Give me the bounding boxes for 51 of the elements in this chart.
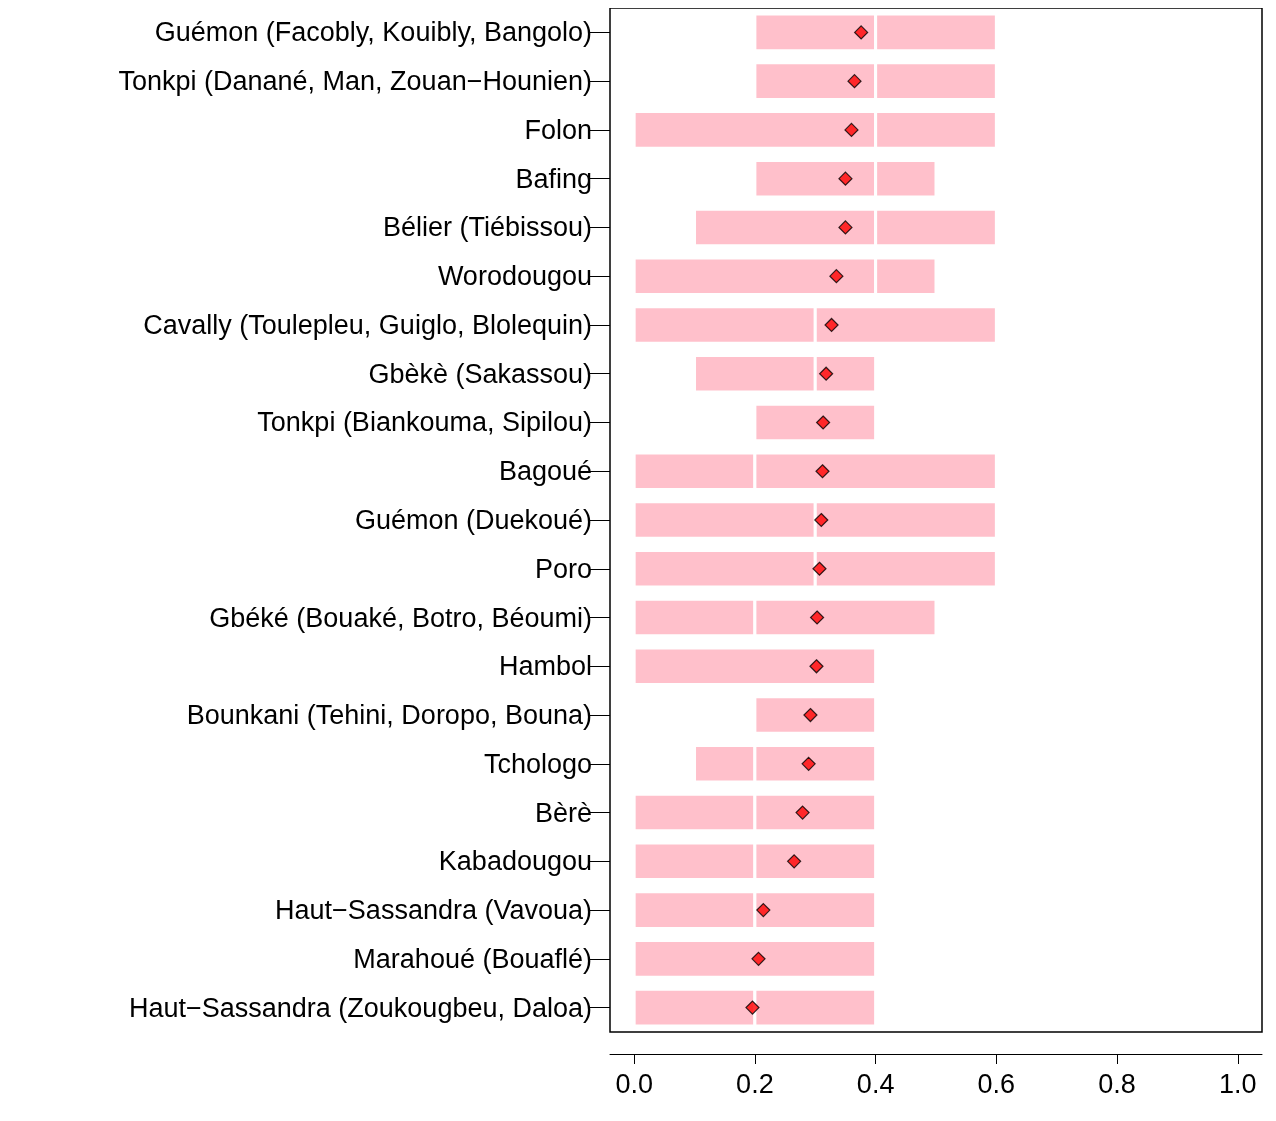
y-tick-label: Bèrè xyxy=(534,797,592,828)
point xyxy=(756,903,771,918)
x-tick-label: 0.4 xyxy=(856,1068,895,1099)
point xyxy=(801,756,816,771)
y-tick-label: Bafing xyxy=(515,163,592,194)
point xyxy=(803,707,818,723)
y-tick-label: Worodougou xyxy=(437,261,592,292)
point xyxy=(812,561,827,576)
point xyxy=(838,220,853,235)
y-tick-label: Bagoué xyxy=(498,456,592,487)
y-tick-label: Poro xyxy=(534,553,592,584)
point xyxy=(844,122,859,137)
y-tick-label: Gbéké (Bouaké, Botro, Béoumi) xyxy=(209,602,592,633)
x-tick-label: 1.0 xyxy=(1219,1068,1257,1099)
point xyxy=(809,659,824,674)
y-tick-label: Tonkpi (Danané, Man, Zouan−Hounien) xyxy=(118,66,592,97)
y-tick-label: Kabadougou xyxy=(438,846,592,877)
point xyxy=(751,951,766,966)
point xyxy=(847,74,862,89)
point xyxy=(838,171,853,186)
point xyxy=(816,415,831,430)
point xyxy=(815,464,830,479)
y-tick-label: Haut−Sassandra (Vavoua) xyxy=(275,895,592,926)
point xyxy=(829,269,844,284)
y-tick-label: Bélier (Tiébissou) xyxy=(382,212,592,243)
y-tick-label: Bounkani (Tehini, Doropo, Bouna) xyxy=(186,700,592,731)
point xyxy=(819,366,834,381)
point xyxy=(809,610,825,625)
x-tick-label: 0.0 xyxy=(615,1068,653,1099)
bar xyxy=(753,402,878,443)
y-tick-label: Gbèkè (Sakassou) xyxy=(368,358,592,389)
bar xyxy=(632,939,878,979)
y-tick-label: Tchologo xyxy=(483,748,592,779)
point xyxy=(787,854,802,869)
y-tick-label: Folon xyxy=(524,114,592,145)
point xyxy=(814,512,829,528)
y-tick-label: Guémon (Facobly, Kouibly, Bangolo) xyxy=(154,17,592,48)
point xyxy=(854,25,869,40)
y-tick-label: Hambol xyxy=(498,651,592,682)
y-tick-label: Marahoué (Bouaflé) xyxy=(353,943,592,974)
point xyxy=(795,805,810,820)
x-tick-label: 0.2 xyxy=(736,1068,774,1099)
y-tick-label: Tonkpi (Biankouma, Sipilou) xyxy=(257,407,592,438)
y-tick-label: Guémon (Duekoué) xyxy=(354,505,592,535)
x-tick-label: 0.8 xyxy=(1098,1068,1136,1099)
y-tick-label: Cavally (Toulepleu, Guiglo, Blolequin) xyxy=(143,309,592,340)
point xyxy=(745,1000,760,1015)
x-tick-label: 0.6 xyxy=(977,1068,1016,1099)
bar xyxy=(753,695,878,735)
y-tick-label: Haut−Sassandra (Zoukougbeu, Daloa) xyxy=(128,992,592,1023)
point xyxy=(824,317,839,333)
